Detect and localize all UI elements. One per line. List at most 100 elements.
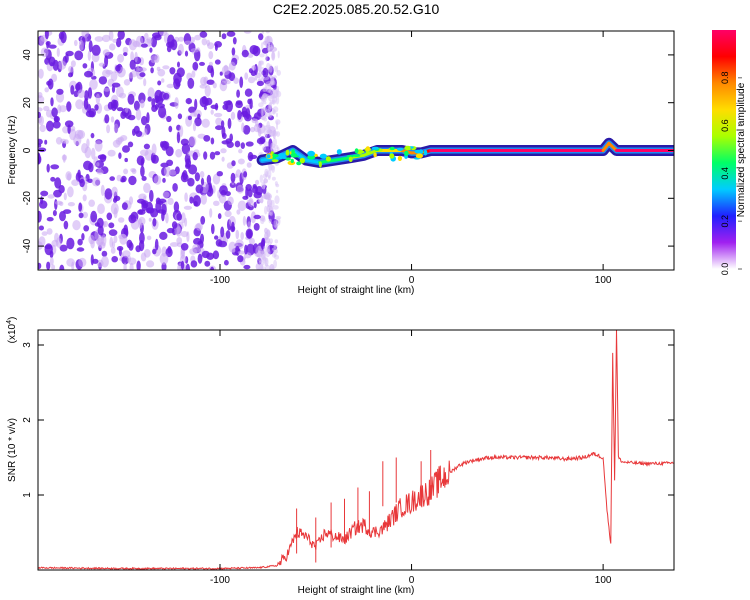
noise-blob <box>241 106 247 117</box>
noise-blob <box>259 136 266 144</box>
noise-blob <box>187 177 195 187</box>
noise-blob <box>123 262 127 270</box>
signal-blob <box>290 152 298 158</box>
noise-blob <box>153 175 162 185</box>
noise-blob <box>277 50 280 59</box>
noise-blob <box>206 174 212 185</box>
figure-title: C2E2.2025.085.20.52.G10 <box>273 1 440 17</box>
noise-blob <box>56 47 60 58</box>
noise-blob <box>192 61 199 71</box>
noise-blob <box>253 124 261 133</box>
noise-blob <box>70 60 76 68</box>
noise-blob <box>258 198 264 203</box>
noise-blob <box>177 61 180 68</box>
noise-blob <box>235 229 240 240</box>
noise-blob <box>78 202 83 212</box>
colorbar-ticks: 0.0 0.2 0.4 0.6 0.8 <box>720 72 742 275</box>
noise-blob <box>268 95 272 102</box>
noise-blob <box>185 98 192 105</box>
signal-blob <box>389 146 395 151</box>
noise-blob <box>219 185 228 196</box>
noise-blob <box>109 43 116 51</box>
noise-blob <box>242 125 251 135</box>
noise-blob <box>271 176 276 181</box>
noise-blob <box>78 257 87 268</box>
noise-blob <box>207 42 215 50</box>
noise-blob <box>157 80 162 86</box>
noise-blob <box>87 87 93 99</box>
signal-blob <box>423 149 428 156</box>
noise-blob <box>192 122 197 132</box>
noise-blob <box>88 234 95 245</box>
noise-blob <box>115 86 124 98</box>
noise-blob <box>130 51 135 62</box>
noise-blob <box>83 225 90 232</box>
noise-blob <box>134 51 138 63</box>
noise-blob <box>247 76 256 84</box>
noise-blob <box>54 177 62 189</box>
noise-blob <box>59 105 67 113</box>
noise-blob <box>53 115 60 123</box>
noise-blob <box>50 164 60 170</box>
noise-blob <box>210 67 215 78</box>
noise-blob <box>152 248 157 255</box>
noise-blob <box>152 32 161 39</box>
noise-blob <box>259 53 265 58</box>
noise-blob <box>191 70 196 78</box>
noise-blob <box>56 237 62 248</box>
signal-blob <box>354 148 359 154</box>
noise-blob <box>50 176 56 182</box>
noise-blob <box>137 198 145 204</box>
noise-blob <box>237 200 247 212</box>
noise-blob <box>206 79 215 85</box>
snr-ticks: -100 0 100 1 2 3 <box>22 330 674 586</box>
noise-blob <box>131 168 137 174</box>
snr-y-tick-label: 1 <box>22 492 33 498</box>
noise-blob <box>73 90 79 98</box>
noise-blob <box>62 154 66 163</box>
noise-blob <box>44 139 48 145</box>
noise-blob <box>189 196 194 204</box>
noise-blob <box>201 118 210 128</box>
noise-blob <box>160 162 169 168</box>
noise-blob <box>161 78 165 83</box>
noise-blob <box>272 109 276 115</box>
noise-blob <box>100 255 109 268</box>
noise-blob <box>193 201 198 207</box>
noise-blob <box>200 177 205 186</box>
noise-blob <box>255 179 260 186</box>
spectrogram-x-tick-label: 100 <box>595 275 612 286</box>
noise-blob <box>146 112 150 124</box>
noise-blob <box>96 162 100 167</box>
noise-blob <box>39 36 45 46</box>
noise-blob <box>180 173 189 183</box>
noise-blob <box>85 110 95 118</box>
noise-blob <box>138 67 147 72</box>
snr-multiplier-close: ) <box>7 317 18 320</box>
noise-blob <box>242 195 249 200</box>
noise-blob <box>117 53 125 63</box>
noise-blob <box>234 140 241 148</box>
noise-blob <box>266 37 272 45</box>
noise-blob <box>142 202 149 209</box>
noise-blob <box>128 242 134 251</box>
noise-blob <box>178 36 185 42</box>
noise-blob <box>99 241 106 249</box>
noise-blob <box>203 105 207 111</box>
noise-blob <box>261 98 264 104</box>
noise-blob <box>97 154 107 160</box>
noise-blob <box>253 201 257 209</box>
noise-blob <box>175 148 183 158</box>
noise-blob <box>52 210 57 217</box>
signal-blob <box>415 153 423 159</box>
noise-blob <box>52 120 61 129</box>
noise-blob <box>219 71 223 76</box>
noise-blob <box>165 212 169 224</box>
noise-blob <box>51 107 58 118</box>
noise-blob <box>38 107 43 112</box>
noise-blob <box>138 209 144 215</box>
noise-blob <box>108 222 115 229</box>
noise-blob <box>98 62 106 67</box>
noise-blob <box>172 183 178 192</box>
noise-blob <box>117 136 124 143</box>
